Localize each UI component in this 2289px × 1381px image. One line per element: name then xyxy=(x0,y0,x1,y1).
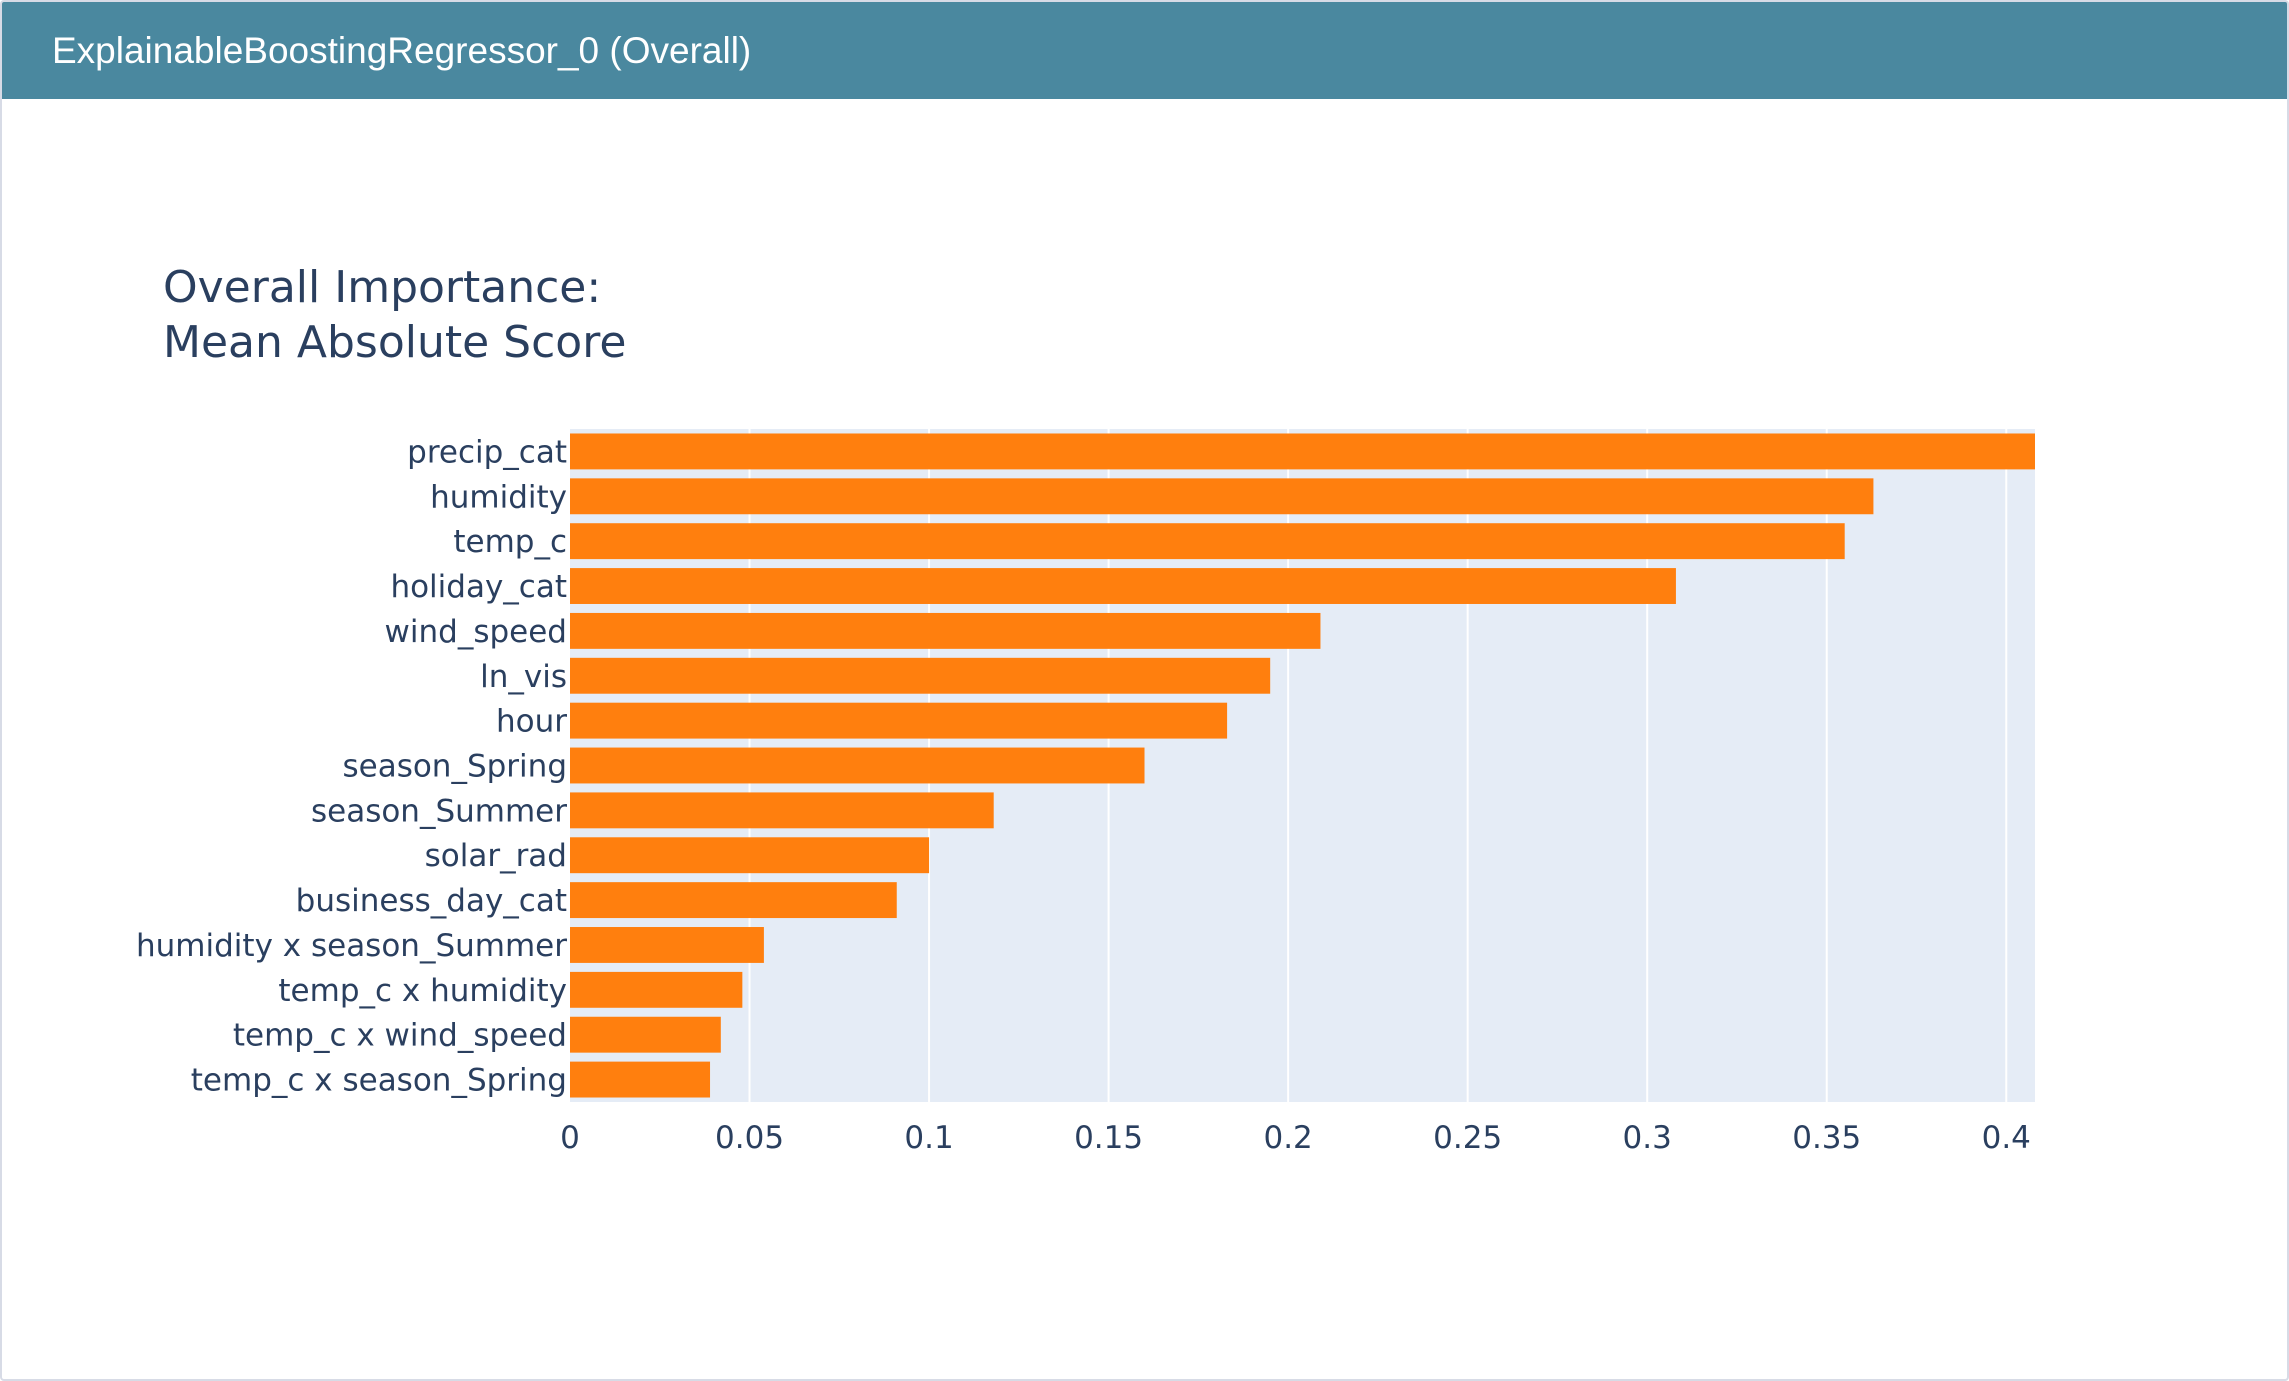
y-tick-label: humidity xyxy=(430,479,567,515)
bar[interactable] xyxy=(570,971,743,1008)
bar[interactable] xyxy=(570,702,1228,739)
y-tick-label: temp_c xyxy=(453,524,567,560)
y-tick-label: precip_cat xyxy=(407,434,567,470)
panel-header: ExplainableBoostingRegressor_0 (Overall) xyxy=(2,2,2287,99)
bar[interactable] xyxy=(570,1016,721,1053)
y-tick-label: temp_c x season_Spring xyxy=(191,1063,567,1099)
panel-title: ExplainableBoostingRegressor_0 (Overall) xyxy=(52,30,752,71)
y-tick-label: business_day_cat xyxy=(296,883,567,919)
bar[interactable] xyxy=(570,927,764,963)
x-tick-label: 0.2 xyxy=(1263,1120,1312,1156)
y-axis-tick-labels: precip_cat humidity temp_c holiday_cat wind_… xyxy=(136,434,567,1098)
y-tick-label: season_Spring xyxy=(342,749,567,785)
bar[interactable] xyxy=(570,882,897,919)
bar[interactable] xyxy=(570,568,1676,604)
y-tick-label: ln_vis xyxy=(480,659,567,695)
y-tick-label: temp_c x humidity xyxy=(278,973,567,1009)
bar[interactable] xyxy=(570,612,1321,649)
chart-title-line-2: Mean Absolute Score xyxy=(163,317,626,368)
bar[interactable] xyxy=(570,433,2035,470)
x-tick-label: 0.25 xyxy=(1433,1120,1502,1156)
bar[interactable] xyxy=(570,657,1271,694)
y-tick-label: holiday_cat xyxy=(390,569,567,605)
x-tick-label: 0 xyxy=(560,1120,580,1156)
bar[interactable] xyxy=(570,523,1845,560)
x-tick-label: 0.3 xyxy=(1623,1120,1672,1156)
x-tick-label: 0.05 xyxy=(715,1120,784,1156)
y-tick-label: hour xyxy=(496,704,567,740)
y-tick-label: temp_c x wind_speed xyxy=(233,1018,567,1054)
x-axis-tick-labels: 0 0.05 0.1 0.15 0.2 0.25 0.3 0.35 0.4 xyxy=(560,1120,2031,1156)
y-tick-label: solar_rad xyxy=(425,838,567,874)
chart-title-line-1: Overall Importance: xyxy=(163,262,601,313)
x-tick-label: 0.15 xyxy=(1074,1120,1143,1156)
x-tick-label: 0.1 xyxy=(904,1120,953,1156)
bar[interactable] xyxy=(570,747,1145,784)
bar[interactable] xyxy=(570,478,1874,515)
bar[interactable] xyxy=(570,1061,711,1098)
y-tick-label: season_Summer xyxy=(311,793,567,829)
bar-series xyxy=(570,433,2035,1098)
y-tick-label: humidity x season_Summer xyxy=(136,928,567,964)
x-tick-label: 0.35 xyxy=(1792,1120,1861,1156)
y-tick-label: wind_speed xyxy=(385,614,567,650)
bar[interactable] xyxy=(570,837,930,874)
bar[interactable] xyxy=(570,792,994,829)
x-tick-label: 0.4 xyxy=(1982,1120,2031,1156)
